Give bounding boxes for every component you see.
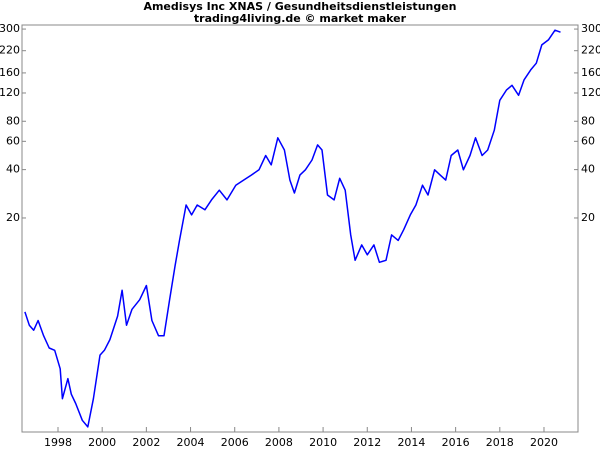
x-tick-label: 1998 [44,436,72,449]
x-tick-label: 2002 [132,436,160,449]
y-tick-label: 160 [0,66,20,79]
y-tick-label-right: 80 [581,114,595,127]
x-tick-label: 2004 [177,436,205,449]
y-tick-label-right: 160 [581,66,600,79]
x-tick-label: 2006 [221,436,249,449]
y-tick-label: 300 [0,22,20,35]
y-tick-label-right: 120 [581,86,600,99]
x-tick-label: 2016 [442,436,470,449]
y-tick-label-right: 40 [581,163,595,176]
y-tick-label: 40 [6,163,20,176]
x-tick-label: 2020 [530,436,558,449]
y-tick-label-right: 60 [581,134,595,147]
price-line [24,29,561,428]
x-tick-label: 2014 [397,436,425,449]
chart-subtitle: trading4living.de © market maker [194,12,407,25]
plot-frame [21,24,579,433]
x-tick-label: 2012 [353,436,381,449]
x-tick-label: 2008 [265,436,293,449]
y-tick-label: 60 [6,134,20,147]
y-tick-label: 80 [6,114,20,127]
y-tick-label-right: 300 [581,22,600,35]
y-tick-label-right: 20 [581,211,595,224]
y-tick-label: 20 [6,211,20,224]
x-tick-label: 2000 [88,436,116,449]
y-tick-label: 220 [0,44,20,57]
y-tick-label: 120 [0,86,20,99]
x-tick-label: 2010 [309,436,337,449]
x-tick-label: 2018 [486,436,514,449]
chart-title: Amedisys Inc XNAS / Gesundheitsdienstlei… [143,0,456,13]
y-tick-label-right: 220 [581,44,600,57]
